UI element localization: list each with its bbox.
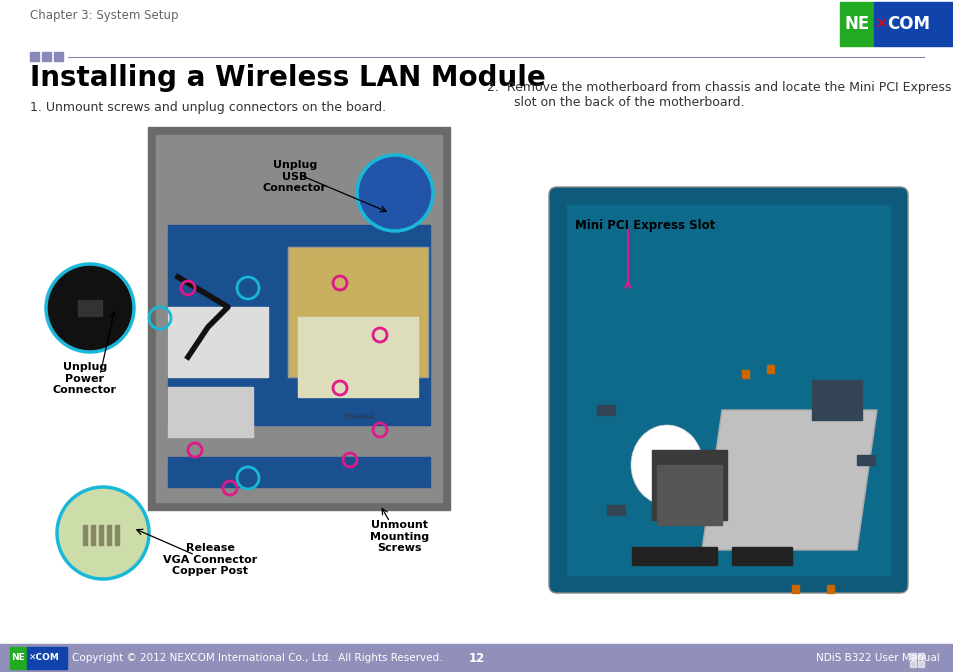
- Text: 1. Unmount screws and unplug connectors on the board.: 1. Unmount screws and unplug connectors …: [30, 101, 386, 114]
- Bar: [30, 52, 39, 61]
- Text: Release
VGA Connector
Copper Post: Release VGA Connector Copper Post: [163, 543, 257, 576]
- Polygon shape: [701, 410, 876, 550]
- Bar: [566, 205, 889, 575]
- Bar: [811, 380, 862, 420]
- Bar: [42, 52, 51, 61]
- Text: COM: COM: [886, 15, 929, 33]
- Bar: [917, 661, 923, 667]
- Bar: [297, 317, 417, 397]
- Text: ✕: ✕: [875, 17, 886, 31]
- Text: Unmount
Mounting
Screws: Unmount Mounting Screws: [370, 520, 429, 553]
- Bar: [0, 644, 953, 672]
- Bar: [840, 2, 873, 46]
- Bar: [156, 135, 441, 502]
- Text: Installing a Wireless LAN Module: Installing a Wireless LAN Module: [30, 64, 545, 92]
- Text: NE: NE: [843, 15, 868, 33]
- Bar: [741, 370, 748, 378]
- Text: Unplug
USB
Connector: Unplug USB Connector: [263, 160, 327, 194]
- Bar: [873, 2, 951, 46]
- Text: ✕COM: ✕COM: [29, 653, 60, 663]
- Bar: [731, 547, 791, 565]
- Bar: [909, 653, 915, 659]
- Bar: [168, 307, 268, 377]
- Bar: [657, 465, 721, 525]
- Bar: [766, 365, 773, 373]
- FancyBboxPatch shape: [548, 187, 907, 593]
- Text: NE: NE: [11, 653, 25, 663]
- Bar: [288, 247, 428, 377]
- Ellipse shape: [630, 425, 702, 505]
- Bar: [168, 225, 430, 425]
- Bar: [917, 653, 923, 659]
- Text: Copyright © 2012 NEXCOM International Co., Ltd.  All Rights Reserved.: Copyright © 2012 NEXCOM International Co…: [71, 653, 442, 663]
- Bar: [99, 525, 103, 545]
- Bar: [168, 457, 430, 487]
- Bar: [168, 387, 253, 437]
- Text: Unplug
Power
Connector: Unplug Power Connector: [53, 362, 117, 395]
- Bar: [651, 450, 726, 520]
- Bar: [791, 585, 799, 593]
- Ellipse shape: [46, 264, 133, 352]
- Bar: [83, 525, 87, 545]
- Bar: [631, 547, 717, 565]
- Ellipse shape: [356, 155, 433, 231]
- Bar: [836, 405, 854, 415]
- Bar: [148, 127, 450, 510]
- Bar: [10, 647, 27, 669]
- Text: slot on the back of the motherboard.: slot on the back of the motherboard.: [497, 97, 743, 110]
- Text: Chapter 3: System Setup: Chapter 3: System Setup: [30, 9, 178, 22]
- Text: 2.  Remove the motherboard from chassis and locate the Mini PCI Express: 2. Remove the motherboard from chassis a…: [486, 81, 950, 95]
- Bar: [91, 525, 95, 545]
- Bar: [597, 405, 615, 415]
- Bar: [856, 455, 874, 465]
- Bar: [107, 525, 111, 545]
- Text: NDiS B322 User Manual: NDiS B322 User Manual: [816, 653, 939, 663]
- Bar: [606, 505, 624, 515]
- Text: TOSHIBA: TOSHIBA: [342, 414, 373, 420]
- Ellipse shape: [57, 487, 149, 579]
- Bar: [909, 661, 915, 667]
- Bar: [115, 525, 119, 545]
- Bar: [54, 52, 63, 61]
- Bar: [27, 647, 67, 669]
- Text: 12: 12: [468, 651, 485, 665]
- Bar: [78, 300, 102, 316]
- Text: Mini PCI Express Slot: Mini PCI Express Slot: [575, 218, 715, 231]
- Bar: [826, 585, 833, 593]
- Bar: [288, 247, 428, 377]
